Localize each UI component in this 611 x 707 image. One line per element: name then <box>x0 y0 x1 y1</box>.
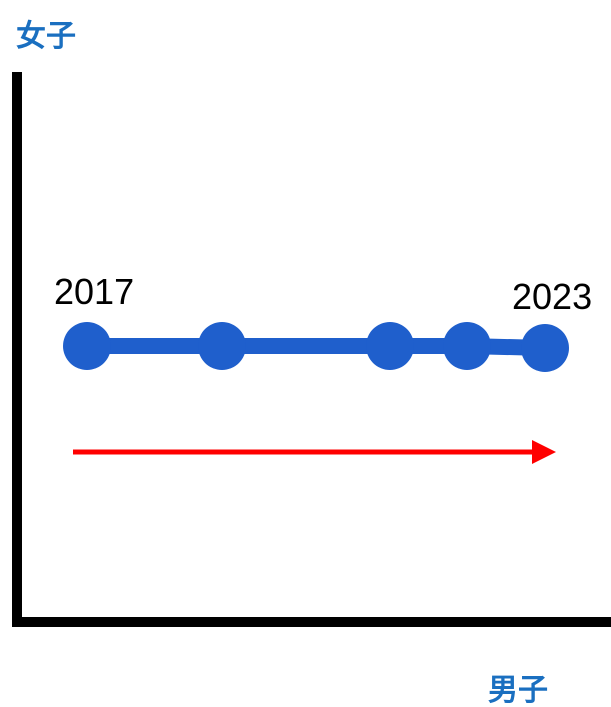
arrow-head <box>532 440 556 464</box>
point <box>521 324 569 372</box>
point <box>366 322 414 370</box>
end-label: 2023 <box>512 276 592 317</box>
start-label: 2017 <box>54 271 134 312</box>
point <box>443 322 491 370</box>
x-axis-title: 男子 <box>488 673 548 707</box>
point <box>63 322 111 370</box>
y-axis-title: 女子 <box>16 19 76 54</box>
point <box>198 322 246 370</box>
